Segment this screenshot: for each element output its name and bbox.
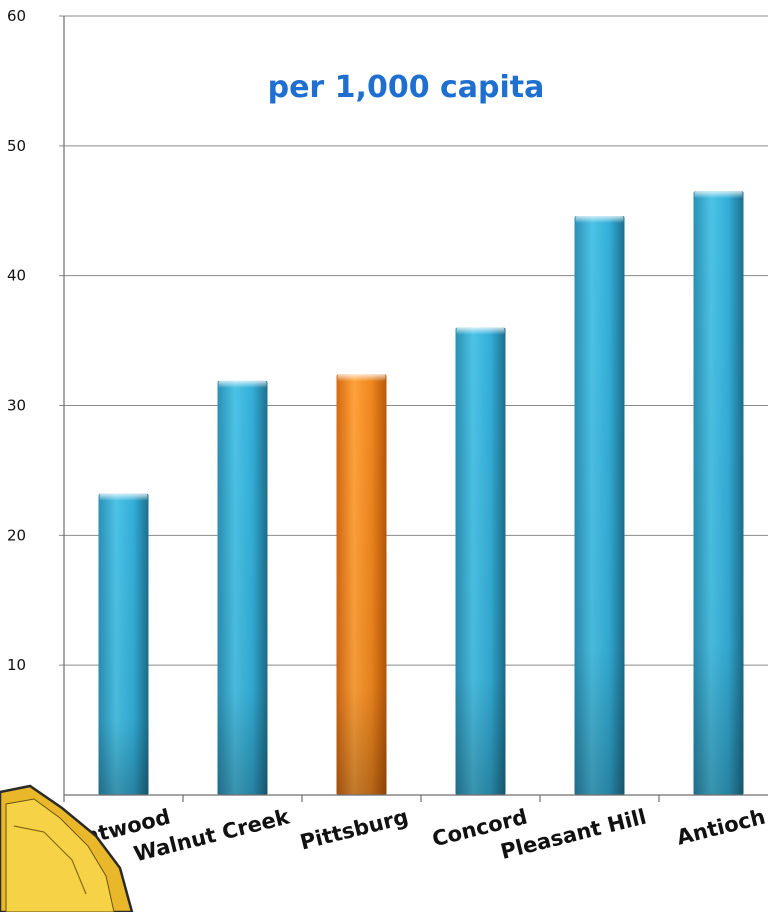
y-tick-label: 20 — [7, 526, 26, 544]
bar-pleasant-hill — [574, 215, 625, 795]
bars — [98, 191, 744, 795]
y-tick-label: 30 — [7, 397, 26, 415]
x-tick-label: Antioch — [674, 805, 767, 850]
bar-cap — [99, 493, 148, 501]
bar-cap — [218, 380, 267, 388]
bar-pittsburg — [336, 374, 387, 795]
bar-concord — [455, 327, 506, 795]
x-tick-label: Pittsburg — [298, 805, 411, 855]
bar-shade — [336, 374, 387, 795]
bar-cap — [456, 327, 505, 335]
y-tick-label: 60 — [7, 7, 26, 25]
bar-brentwood — [98, 493, 149, 795]
axes — [63, 16, 768, 802]
gridlines — [59, 15, 768, 666]
bar-walnut-creek — [217, 380, 268, 795]
bar-shade — [455, 327, 506, 795]
gold-badge-icon — [0, 784, 134, 912]
bar-cap — [694, 191, 743, 199]
y-tick-label: 50 — [7, 137, 26, 155]
chart-title: per 1,000 capita — [268, 70, 545, 105]
bar-shade — [98, 493, 149, 795]
bar-shade — [217, 380, 268, 795]
bar-cap — [575, 215, 624, 223]
bar-antioch — [693, 191, 744, 795]
bar-shade — [574, 215, 625, 795]
y-tick-label: 40 — [7, 267, 26, 285]
bar-shade — [693, 191, 744, 795]
bar-cap — [337, 374, 386, 382]
y-axis-tick-labels: 0102030405060 — [7, 7, 26, 804]
y-tick-label: 10 — [7, 656, 26, 674]
